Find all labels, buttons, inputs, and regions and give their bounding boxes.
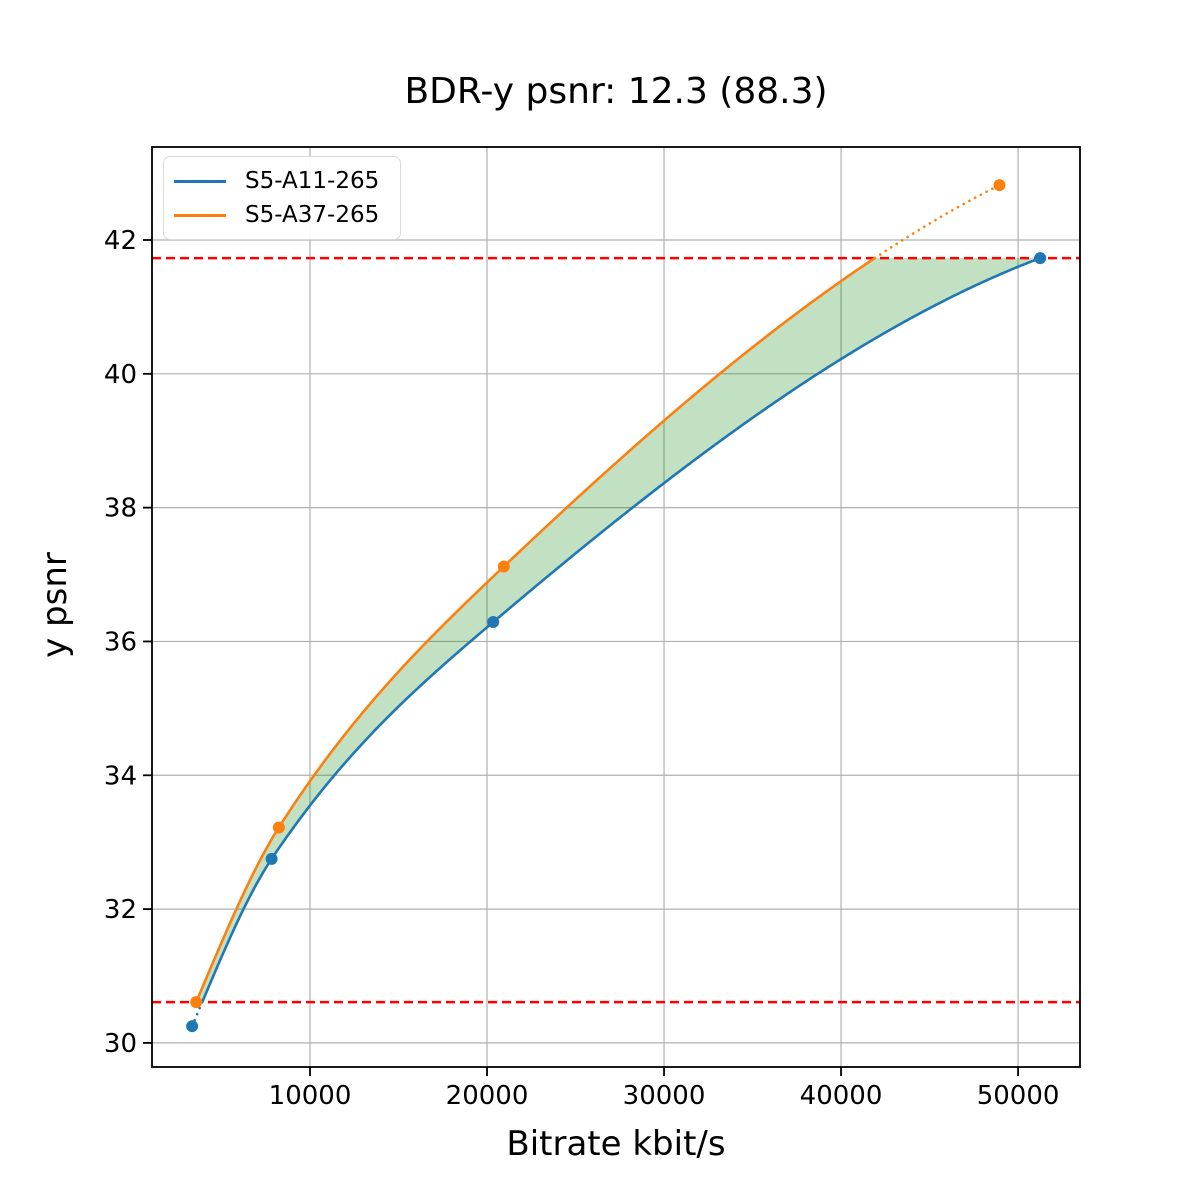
data-point-marker (1034, 252, 1047, 265)
grid (152, 147, 1080, 1067)
axes-spines (151, 146, 1081, 1068)
legend-label-series-0: S5-A11-265 (245, 168, 380, 194)
data-point-marker (993, 179, 1006, 192)
legend-line-swatch-blue (174, 179, 226, 183)
legend-label-series-1: S5-A37-265 (245, 202, 380, 228)
legend-item-series-0: S5-A11-265 (174, 164, 390, 198)
chart-title: BDR-y psnr: 12.3 (88.3) (404, 71, 828, 112)
y-tick-label: 36 (104, 627, 137, 657)
y-tick-label: 34 (104, 761, 137, 791)
y-tick-label: 42 (104, 226, 137, 256)
data-point-marker (186, 1020, 199, 1033)
series-S5-A37-265 (195, 183, 1001, 1003)
legend-line-swatch-orange (174, 213, 226, 217)
tick-labels: 10000 20000 30000 40000 50000 30 32 34 36 38 40 42 (104, 226, 1060, 1111)
data-point-marker (497, 560, 510, 573)
y-tick-label: 38 (104, 494, 137, 524)
x-tick-label: 40000 (800, 1081, 883, 1111)
series-curve-solid (195, 256, 876, 1003)
bd-rate-fill-area (196, 258, 1041, 1003)
data-point-marker (487, 616, 500, 629)
tick-marks (143, 239, 1019, 1076)
data-point-marker (272, 821, 285, 834)
data-point-marker (265, 852, 278, 865)
legend-item-series-1: S5-A37-265 (174, 198, 390, 232)
series-curve-dotted (190, 1000, 204, 1028)
x-tick-label: 50000 (977, 1081, 1060, 1111)
series-curve-solid (201, 256, 1041, 1003)
legend: S5-A11-265 S5-A37-265 (163, 156, 401, 240)
data-point-marker (190, 996, 203, 1009)
series-S5-A11-265 (190, 256, 1041, 1028)
x-tick-label: 20000 (446, 1081, 529, 1111)
y-tick-label: 32 (104, 895, 137, 925)
x-axis-label: Bitrate kbit/s (506, 1124, 726, 1164)
x-tick-label: 10000 (269, 1081, 352, 1111)
y-axis-label: y psnr (35, 552, 75, 658)
y-tick-label: 40 (104, 360, 137, 390)
x-tick-label: 30000 (623, 1081, 706, 1111)
series-curve-dotted (873, 183, 1001, 260)
y-tick-label: 30 (104, 1029, 137, 1059)
